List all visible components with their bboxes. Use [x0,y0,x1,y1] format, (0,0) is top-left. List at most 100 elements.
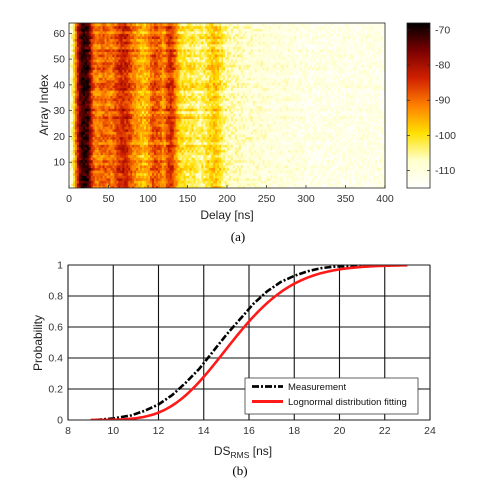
heatmap-cell [197,172,200,176]
heatmap-cell [272,133,276,138]
heatmap-cell [317,141,321,145]
heatmap-cell [313,146,317,150]
heatmap-cell [363,141,366,145]
heatmap-cell [112,144,116,148]
heatmap-cell [282,141,285,145]
heatmap-cell [260,149,264,153]
heatmap-cell [159,157,163,161]
heatmap-cell [321,154,325,158]
heatmap-cell [102,162,106,166]
heatmap-cell [187,169,191,174]
heatmap-cell [149,167,153,171]
heatmap-cell [96,126,100,130]
heatmap-cell [187,141,191,145]
heatmap-cell [134,175,137,179]
heatmap-cell [309,157,313,161]
heatmap-cell [209,139,212,143]
heatmap-cell [369,185,372,188]
heatmap-cell [114,172,117,176]
heatmap-cell [175,182,179,187]
heatmap-cell [375,185,378,188]
heatmap-cell [250,154,254,158]
heatmap-cell [343,162,347,166]
heatmap-cell [76,146,80,150]
heatmap-cell [167,154,171,158]
heatmap-cell [284,128,287,132]
heatmap-cell [130,146,133,150]
heatmap-cell [302,162,305,166]
heatmap-cell [153,162,157,166]
heatmap-cell [86,151,90,156]
heatmap-cell [104,164,108,168]
heatmap-cell [339,172,343,176]
heatmap-cell [100,167,104,171]
heatmap-cell [106,180,110,184]
heatmap-cell [343,164,347,168]
heatmap-cell [268,162,272,166]
heatmap-cell [191,144,195,148]
heatmap-cell [157,167,161,171]
heatmap-cell [351,177,355,181]
heatmap-cell [116,169,119,174]
heatmap-cell [181,149,185,153]
heatmap-cell [260,172,264,176]
heatmap-cell [294,128,297,132]
heatmap-cell [88,128,92,132]
heatmap-cell [104,128,108,132]
heatmap-cell [209,151,212,156]
heatmap-cell [185,172,189,176]
heatmap-cell [228,149,232,153]
heatmap-cell [138,182,141,187]
heatmap-cell [223,126,226,130]
heatmap-cell [270,123,274,127]
heatmap-cell [94,154,98,158]
heatmap-cell [232,175,236,179]
heatmap-cell [181,123,185,127]
heatmap-cell [153,180,157,184]
heatmap-cell [278,167,281,171]
heatmap-cell [78,175,82,179]
heatmap-cell [195,167,198,171]
heatmap-cell [383,157,385,161]
heatmap-cell [262,144,266,148]
heatmap-cell [223,136,226,140]
heatmap-cell [383,175,385,179]
heatmap-cell [165,151,169,156]
heatmap-cell [302,175,305,179]
heatmap-cell [290,182,293,187]
heatmap-cell [276,133,279,138]
heatmap-cell [369,151,372,156]
heatmap-cell [148,164,151,168]
heatmap-cell [317,146,321,150]
heatmap-cell [126,133,129,138]
heatmap-cell [351,185,355,188]
heatmap-cell [242,177,246,181]
heatmap-cell [159,175,163,179]
heatmap-cell [278,141,281,145]
heatmap-cell [72,149,76,153]
heatmap-cell [375,141,378,145]
heatmap-cell [313,126,317,130]
heatmap-cell [207,175,210,179]
heatmap-cell [104,177,108,181]
heatmap-cell [270,175,274,179]
heatmap-cell [128,141,131,145]
heatmap-cell [84,164,88,168]
heatmap-cell [357,136,360,140]
heatmap-cell [193,139,197,143]
heatmap-cell [379,133,382,138]
heatmap-cell [205,141,208,145]
heatmap-cell [155,180,159,184]
heatmap-cell [315,164,319,168]
heatmap-cell [311,169,315,174]
heatmap-cell [290,164,293,168]
heatmap-cell [254,133,258,138]
heatmap-cell [102,146,106,150]
heatmap-cell [307,128,311,132]
heatmap-cell [197,180,200,184]
heatmap-cell [230,128,234,132]
heatmap-cell [78,164,82,168]
heatmap-cell [69,146,72,150]
heatmap-cell [209,169,212,174]
heatmap-cell [146,128,149,132]
